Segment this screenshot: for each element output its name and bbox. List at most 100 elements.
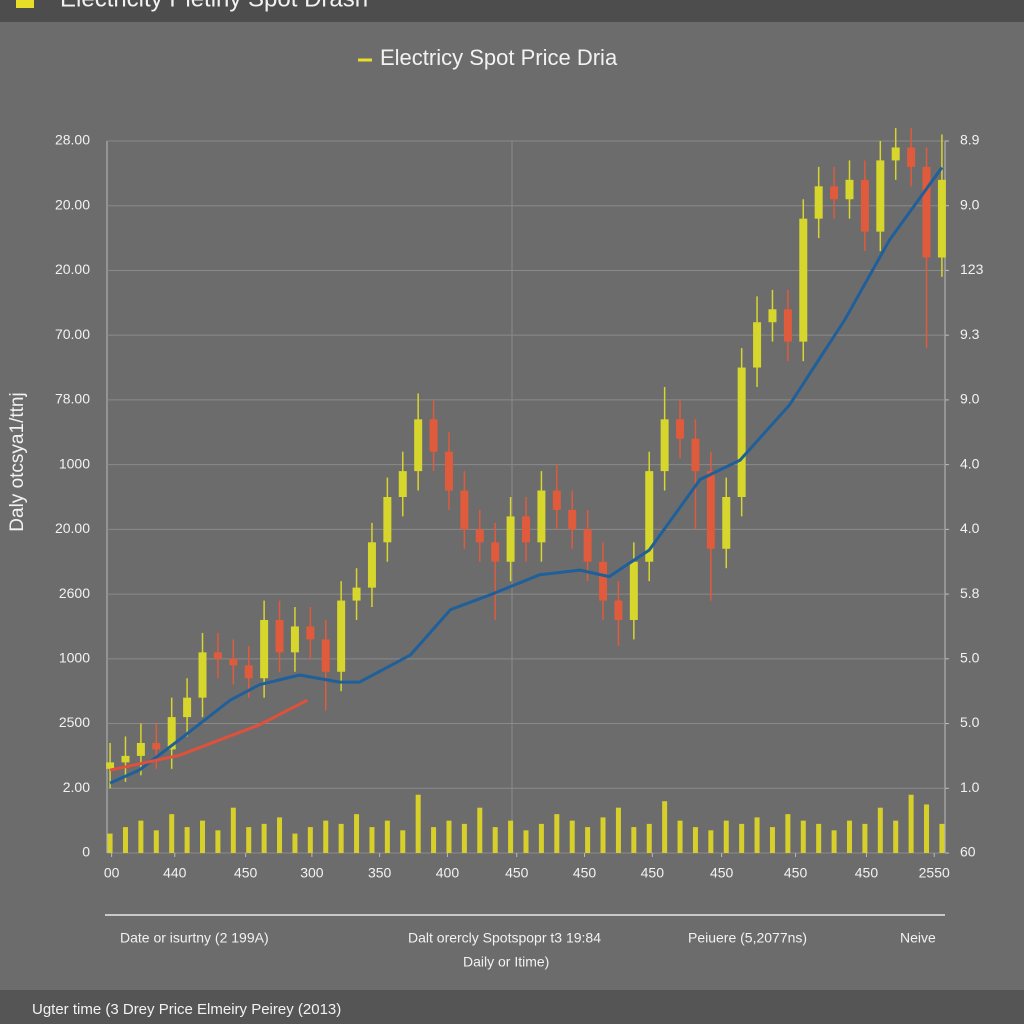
volume-bar (153, 830, 159, 853)
y2-tick-label: 5.0 (960, 650, 980, 666)
x-tick-label: 450 (234, 865, 258, 881)
y-tick-label: 1000 (59, 650, 90, 666)
candle-body (306, 626, 315, 640)
volume-bar (692, 827, 698, 853)
y-tick-label: 78.00 (55, 391, 90, 407)
candle-body (568, 509, 577, 530)
volume-bar (138, 820, 144, 853)
volume-bar (122, 827, 128, 853)
volume-bar (538, 823, 544, 853)
candle-body (460, 490, 469, 530)
volume-bar (615, 807, 621, 853)
candle-body (937, 179, 946, 258)
y-tick-label: 0 (82, 844, 90, 860)
volume-bar (461, 823, 467, 853)
volume-bar (723, 820, 729, 853)
candle-body (475, 529, 484, 543)
footer-sub: Daily or Itime) (463, 954, 549, 970)
candle-body (167, 717, 176, 750)
volume-bar (246, 827, 252, 853)
candle-body (136, 742, 145, 756)
chart-title: Electricy Spot Price Dria (380, 45, 618, 70)
volume-bar (230, 807, 236, 853)
candle-body (860, 179, 869, 232)
volume-bar (277, 817, 283, 853)
candle-body (429, 419, 438, 452)
x-tick-label: 450 (855, 865, 879, 881)
candle-body (552, 490, 561, 510)
volume-bar (446, 820, 452, 853)
top-bar (0, 0, 1024, 22)
volume-bar (508, 820, 514, 853)
y-tick-label: 70.00 (55, 326, 90, 342)
candle-body (737, 367, 746, 497)
volume-bar (400, 830, 406, 853)
volume-bar (877, 807, 883, 853)
candle-body (414, 419, 423, 472)
volume-bar (600, 817, 606, 853)
y2-tick-label: 8.9 (960, 132, 980, 148)
y-tick-label: 20.00 (55, 196, 90, 212)
y2-tick-label: 4.0 (960, 520, 980, 536)
y2-tick-label: 5.0 (960, 714, 980, 730)
candle-body (814, 186, 823, 219)
x-tick-label: 450 (641, 865, 665, 881)
y-tick-label: 1000 (59, 455, 90, 471)
footer-label: Dalt orercly Spotspopr t3 19:84 (408, 930, 601, 946)
candle-body (506, 516, 515, 562)
y-tick-label: 28.00 (55, 132, 90, 148)
x-tick-label: 450 (710, 865, 734, 881)
candle-body (891, 147, 900, 161)
x-tick-label: 350 (368, 865, 392, 881)
volume-bar (785, 814, 791, 853)
candle-body (583, 529, 592, 562)
volume-bar (292, 833, 298, 853)
x-tick-label: 450 (505, 865, 529, 881)
candle-body (444, 451, 453, 491)
x-tick-label: 450 (784, 865, 808, 881)
candle-body (845, 179, 854, 200)
candle-body (660, 419, 669, 472)
candle-body (183, 697, 192, 718)
x-tick-label: 300 (300, 865, 324, 881)
trend-line (109, 698, 308, 772)
volume-bar (846, 820, 852, 853)
candle-body (876, 160, 885, 232)
y-tick-label: 20.00 (55, 520, 90, 536)
y-axis-label: Daly otcsya1/ttnj (7, 392, 28, 531)
volume-bar (307, 827, 313, 853)
candle-body (783, 309, 792, 342)
candle-body (398, 471, 407, 497)
y2-tick-label: 5.8 (960, 585, 980, 601)
candle-body (290, 626, 299, 653)
candle-body (691, 438, 700, 472)
volume-bar (415, 794, 421, 853)
top-icon (16, 0, 34, 8)
volume-bar (184, 827, 190, 853)
y2-tick-label: 123 (960, 261, 984, 277)
candle-body (537, 490, 546, 543)
candle-body (152, 742, 161, 750)
candle-body (275, 619, 284, 653)
footer-label: Neive (900, 930, 936, 946)
candle-body (907, 147, 916, 167)
candle-body (722, 497, 731, 549)
volume-bar (893, 820, 899, 853)
y-tick-label: 2.00 (63, 779, 90, 795)
x-tick-label: 00 (104, 865, 120, 881)
candle-body (213, 652, 222, 659)
volume-bar (477, 807, 483, 853)
volume-bar (261, 823, 267, 853)
x-tick-label: 450 (573, 865, 597, 881)
volume-bar (862, 823, 868, 853)
volume-bar (107, 833, 113, 853)
candle-body (522, 516, 530, 543)
candle-body (367, 542, 376, 588)
y2-tick-label: 9.3 (960, 326, 980, 342)
y-tick-label: 20.00 (55, 261, 90, 277)
candle-body (645, 471, 654, 562)
volume-bar (523, 830, 529, 853)
volume-bar (554, 814, 560, 853)
